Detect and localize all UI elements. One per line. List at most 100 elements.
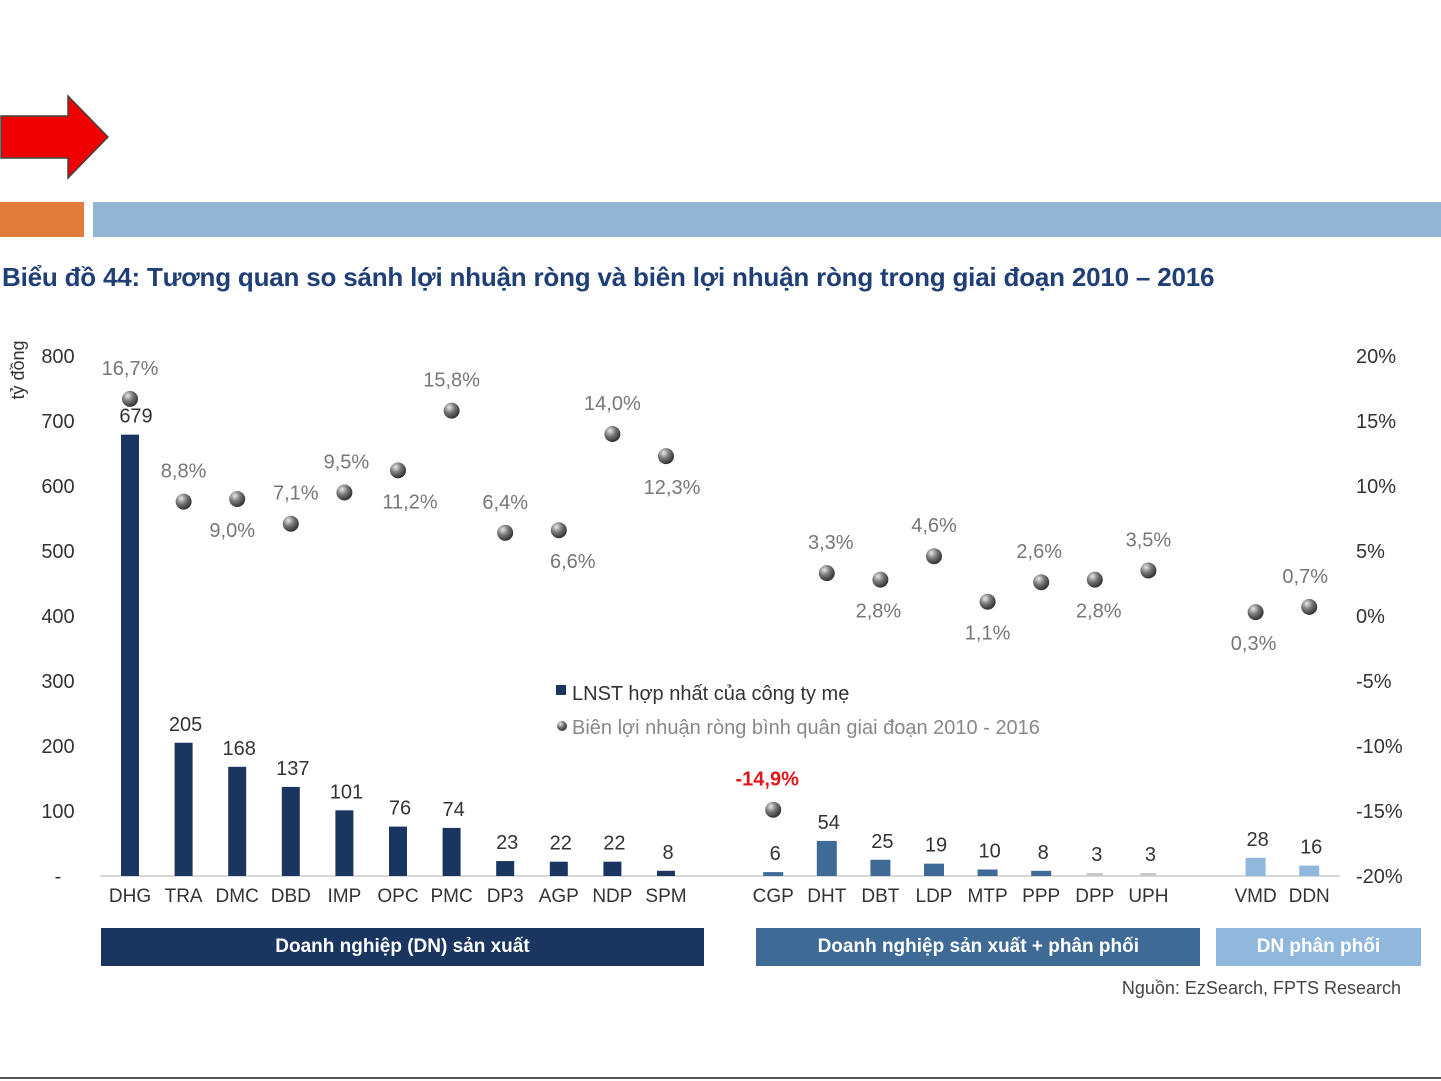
- bar-value-label: 679: [119, 406, 152, 428]
- margin-point-NDP: [604, 426, 621, 442]
- margin-value-label: 16,7%: [102, 358, 159, 380]
- bar-value-label: 10: [978, 841, 1000, 863]
- legend-bar-label: LNST hợp nhất của công ty mẹ: [572, 683, 849, 705]
- bar-value-label: 22: [550, 833, 572, 855]
- x-tick-label: DDN: [1289, 886, 1330, 907]
- bottom-divider: [0, 1077, 1441, 1079]
- bar-value-label: 137: [276, 758, 309, 780]
- y-tick-label: 700: [41, 411, 74, 433]
- x-tick-label: DMC: [216, 886, 259, 907]
- y-tick-label: 600: [41, 476, 74, 498]
- y2-tick-label: 5%: [1356, 541, 1385, 563]
- bar-LDP: [924, 863, 944, 876]
- margin-value-label: 12,3%: [644, 477, 701, 499]
- source-note: Nguồn: EzSearch, FPTS Research: [1121, 978, 1401, 998]
- y2-tick-label: 15%: [1356, 411, 1396, 433]
- y2-tick-label: -5%: [1356, 671, 1392, 693]
- margin-value-label: 6,4%: [482, 492, 528, 514]
- legend-dot-swatch: [557, 721, 567, 731]
- margin-point-AGP: [550, 522, 567, 539]
- margin-value-label: 2,6%: [1016, 541, 1062, 563]
- margin-point-TRA: [175, 493, 192, 510]
- margin-point-VMD: [1247, 604, 1264, 621]
- margin-value-label: 6,6%: [550, 551, 596, 573]
- bar-value-label: 76: [389, 798, 411, 820]
- bar-UPH: [1140, 873, 1157, 876]
- legend-dot-label: Biên lợi nhuận ròng bình quân giai đoạn …: [572, 717, 1040, 739]
- margin-value-label: 2,8%: [1076, 601, 1122, 623]
- margin-point-SPM: [658, 448, 674, 465]
- x-tick-label: CGP: [753, 886, 794, 907]
- y2-tick-label: -15%: [1356, 801, 1403, 823]
- margin-value-label: 2,8%: [856, 601, 902, 623]
- y2-tick-label: 0%: [1356, 606, 1385, 628]
- bar-value-label: 3: [1091, 844, 1102, 866]
- bar-value-label: 54: [818, 812, 840, 834]
- margin-point-MTP: [979, 593, 996, 610]
- x-tick-label: LDP: [916, 886, 953, 907]
- bar-PMC: [442, 827, 461, 876]
- bar-value-label: 6: [770, 843, 781, 865]
- bar-value-label: 19: [925, 835, 947, 857]
- margin-value-label: 7,1%: [273, 483, 319, 505]
- y-tick-label: 400: [41, 606, 74, 628]
- bar-value-label: 22: [603, 833, 625, 855]
- bar-SPM: [657, 870, 675, 876]
- y2-tick-label: 10%: [1356, 476, 1396, 498]
- x-tick-label: SPM: [645, 886, 686, 907]
- y-tick-label: 800: [41, 346, 74, 368]
- bar-DDN: [1299, 865, 1320, 876]
- x-tick-label: NDP: [592, 886, 632, 907]
- group-band: Doanh nghiệp (DN) sản xuất: [101, 928, 704, 966]
- bar-value-label: 23: [496, 832, 518, 854]
- margin-point-UPH: [1140, 562, 1157, 579]
- right-arrow-icon: [0, 94, 110, 180]
- x-tick-label: AGP: [539, 886, 579, 907]
- margin-point-DHT: [818, 565, 835, 582]
- margin-value-label: 11,2%: [382, 491, 437, 513]
- margin-value-label: 0,3%: [1231, 633, 1277, 655]
- margin-value-label: 3,3%: [808, 532, 854, 554]
- margin-value-label: 14,0%: [584, 393, 641, 415]
- margin-point-DBD: [282, 515, 299, 532]
- margin-point-DP3: [497, 524, 514, 541]
- x-tick-label: IMP: [328, 886, 362, 907]
- margin-point-DHG: [122, 390, 138, 407]
- bar-PPP: [1031, 870, 1052, 876]
- margin-value-label: 15,8%: [423, 370, 480, 392]
- x-tick-label: DHG: [109, 886, 151, 907]
- bar-IMP: [335, 810, 354, 876]
- legend-bar-swatch: [556, 685, 566, 695]
- x-tick-label: OPC: [377, 886, 418, 907]
- x-tick-label: PMC: [430, 886, 472, 907]
- bar-value-label: 74: [442, 799, 464, 821]
- bar-CGP: [763, 872, 784, 876]
- group-band: Doanh nghiệp sản xuất + phân phối: [756, 928, 1201, 966]
- bar-DPP: [1086, 873, 1103, 876]
- bar-VMD: [1245, 857, 1266, 876]
- bar-value-label: 16: [1300, 837, 1322, 859]
- x-tick-label: VMD: [1234, 886, 1276, 907]
- margin-value-label: 3,5%: [1126, 530, 1172, 552]
- bar-value-label: 3: [1145, 844, 1156, 866]
- y-tick-label: 200: [41, 736, 74, 758]
- orange-accent-bar: [0, 202, 84, 237]
- x-tick-label: DP3: [487, 886, 524, 907]
- margin-value-label: 8,8%: [161, 461, 207, 483]
- bar-DBT: [870, 859, 891, 876]
- margin-point-DPP: [1086, 571, 1103, 588]
- y-axis-label: tỷ đồng: [8, 340, 28, 399]
- margin-point-DBT: [872, 571, 889, 588]
- bar-MTP: [977, 869, 998, 876]
- y2-tick-label: -20%: [1356, 866, 1403, 888]
- x-tick-label: UPH: [1128, 886, 1168, 907]
- bar-NDP: [603, 861, 622, 876]
- bar-value-label: 168: [223, 738, 256, 760]
- bar-DBD: [281, 786, 300, 876]
- x-tick-label: DBT: [861, 886, 899, 907]
- y-tick-label: 100: [41, 801, 74, 823]
- y-tick-label: 500: [41, 541, 74, 563]
- bar-DP3: [496, 861, 515, 876]
- bar-value-label: 8: [662, 842, 673, 864]
